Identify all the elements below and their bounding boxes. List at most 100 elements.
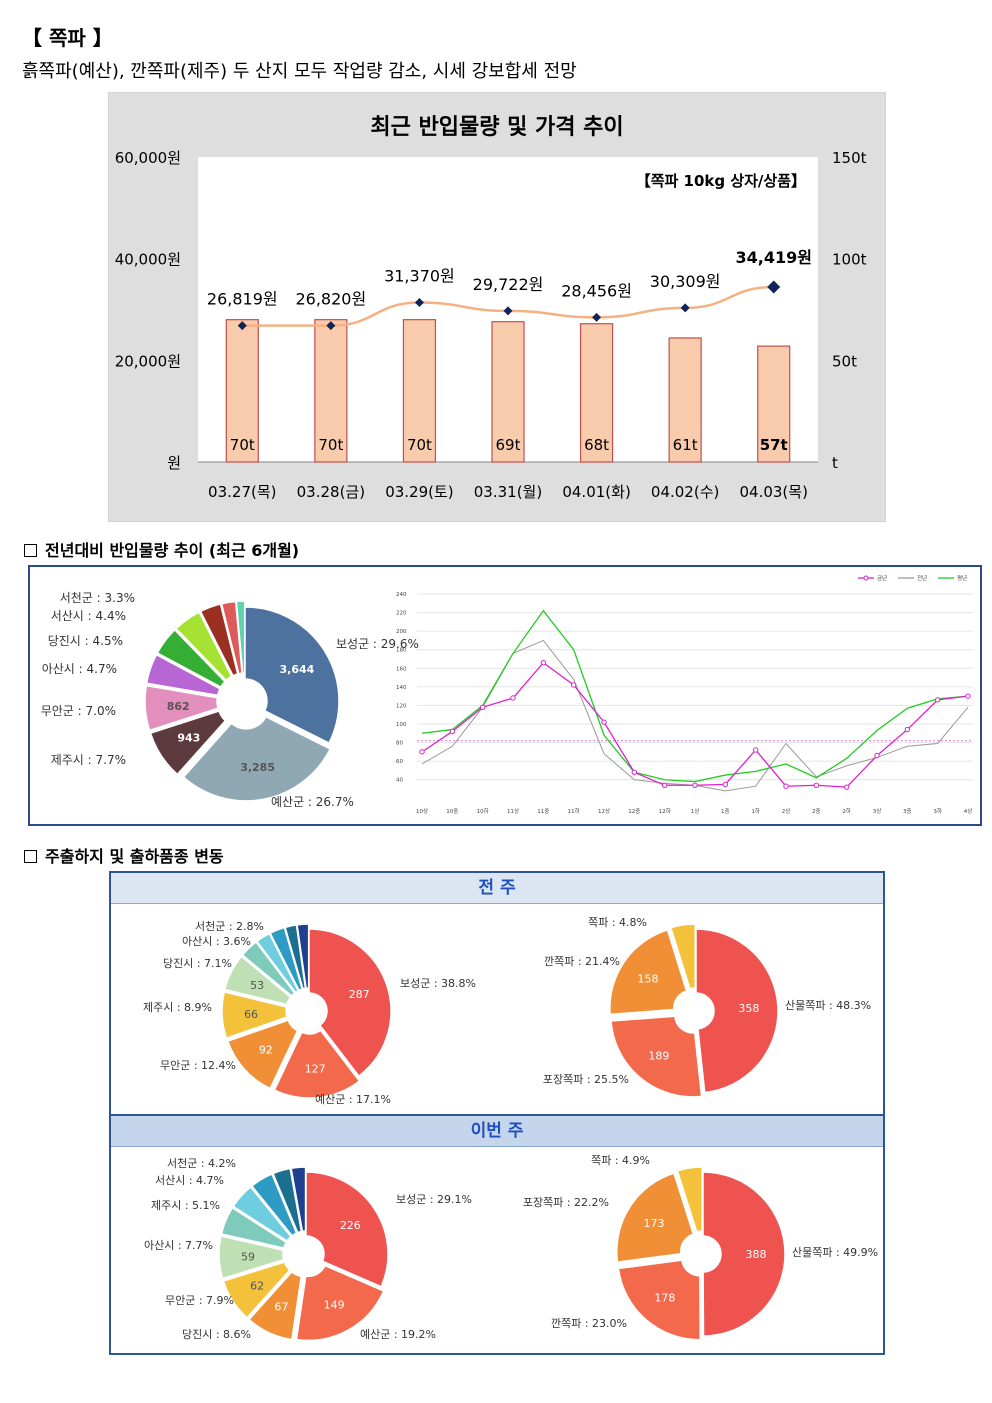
trend-panel-svg: 3,644 보성군 : 29.6% 3,285 예산군 : 26.7% 943 제주시 :…: [41, 574, 973, 815]
x-tick-label: 1중: [721, 808, 730, 815]
prev-origin-share-category-label: 무안군 : 12.4%: [160, 1059, 236, 1072]
y-tick-label: 240: [396, 592, 407, 598]
origin-share-slice: [244, 606, 340, 745]
this-origin-share-category-label: 서산시 : 4.7%: [155, 1174, 224, 1187]
this-origin-share-slice: [250, 1173, 298, 1237]
x-tick-label: 03.31(월): [474, 483, 542, 501]
origin-share-value-label: 3,285: [240, 761, 275, 774]
x-tick-label: 3하: [933, 807, 942, 815]
legend-marker: [863, 575, 869, 581]
left-tick-label: 원: [167, 454, 181, 472]
x-tick-label: 3상: [873, 807, 882, 815]
x-tick-label: 04.03(목): [739, 483, 807, 501]
origin-share-category-label: 서산시 : 4.4%: [51, 609, 126, 623]
left-tick-label: 60,000원: [115, 149, 181, 167]
x-tick-label: 1상: [691, 807, 700, 815]
series-point: [692, 782, 698, 788]
series-point: [479, 704, 486, 710]
x-tick-label: 03.27(목): [208, 483, 276, 501]
y-tick-label: 160: [396, 666, 407, 672]
this-origin-share-slice: [305, 1171, 389, 1288]
price-point-marker: [503, 306, 513, 316]
prev-origin-share-category-label: 아산시 : 3.6%: [182, 935, 251, 948]
series-line: [421, 661, 969, 788]
prev-origin-share-category-label: 예산군 : 17.1%: [315, 1093, 391, 1106]
series-point: [783, 783, 789, 789]
x-tick-label: 11상: [507, 807, 519, 815]
prev-variety-share-category-label: 깐쪽파 : 21.4%: [544, 955, 620, 968]
section-heading-trend: 전년대비 반입물량 추이 (최근 6개월): [24, 537, 299, 561]
y-tick-label: 200: [396, 629, 407, 635]
share-panel-svg: 287 보성군 : 38.8% 127 예산군 : 17.1% 92 무안군 : 12.4…: [143, 916, 878, 1342]
volume-bar: [668, 337, 702, 463]
price-point-marker: [680, 303, 690, 313]
x-tick-label: 03.28(금): [297, 483, 365, 501]
x-tick-label: 3중: [903, 808, 912, 815]
this-origin-share-category-label: 무안군 : 7.9%: [165, 1294, 234, 1307]
series-point: [752, 747, 759, 753]
price-label: 34,419원: [735, 248, 811, 267]
price-label: 30,309원: [650, 272, 721, 291]
trend-panel: 3,644 보성군 : 29.6% 3,285 예산군 : 26.7% 943 제주시 :…: [28, 565, 982, 826]
this-origin-share-category-label: 서천군 : 4.2%: [167, 1156, 236, 1170]
prev-variety-share-value-label: 189: [648, 1050, 669, 1063]
origin-share-category-label: 예산군 : 26.7%: [271, 795, 354, 809]
prev-origin-share-value-label: 53: [250, 979, 264, 992]
series-point: [874, 752, 880, 759]
page-subtitle: 흙쪽파(예산), 깐쪽파(제주) 두 산지 모두 작업량 감소, 시세 강보합세…: [22, 61, 577, 82]
this-variety-share-value-label: 178: [654, 1292, 675, 1305]
price-point-marker: [414, 298, 424, 308]
series-line: [421, 609, 969, 783]
x-tick-label: 03.29(토): [385, 483, 453, 501]
chart-title: 최근 반입물량 및 가격 추이: [370, 115, 623, 140]
this-variety-share-category-label: 포장쪽파 : 22.2%: [523, 1196, 609, 1209]
origin-share-slice: [182, 715, 332, 802]
x-tick-label: 12하: [659, 807, 671, 815]
series-point: [449, 728, 456, 735]
x-tick-label: 10상: [416, 807, 428, 815]
price-point-marker: [237, 321, 247, 331]
origin-share-category-label: 당진시 : 4.5%: [48, 634, 123, 648]
prev-origin-share-value-label: 92: [259, 1044, 273, 1057]
this-origin-share-value-label: 149: [324, 1299, 345, 1312]
volume-bar: [402, 319, 437, 463]
this-variety-share-value-label: 173: [644, 1217, 665, 1230]
prev-origin-share-value-label: 66: [244, 1008, 258, 1021]
prev-origin-share-slice: [226, 1019, 299, 1090]
this-origin-share-value-label: 59: [241, 1250, 255, 1263]
x-tick-label: 10중: [446, 808, 458, 815]
prev-origin-share-slice: [296, 923, 310, 990]
this-origin-share-slice: [218, 1235, 285, 1280]
this-origin-share-slice: [295, 1264, 385, 1342]
volume-label: 69t: [496, 436, 521, 454]
volume-bar: [225, 319, 259, 463]
volume-bar: [314, 319, 348, 463]
prev-variety-share-slice: [609, 928, 688, 1016]
x-tick-label: 04.02(수): [651, 483, 719, 501]
left-tick-label: 20,000원: [115, 352, 181, 370]
left-tick-label: 40,000원: [115, 251, 181, 269]
series-point: [510, 695, 516, 701]
prev-variety-share-value-label: 358: [738, 1002, 759, 1015]
prev-variety-share-slice: [695, 928, 779, 1094]
this-origin-share-category-label: 보성군 : 29.1%: [396, 1193, 472, 1206]
volume-label: 70t: [318, 436, 343, 454]
volume-bar: [579, 323, 614, 463]
prev-variety-share-category-label: 포장쪽파 : 25.5%: [543, 1073, 629, 1086]
price-label: 31,370원: [384, 267, 455, 286]
right-tick-label: 50t: [832, 352, 857, 370]
origin-share-slice: [199, 603, 239, 677]
prev-origin-share-value-label: 287: [349, 988, 370, 1001]
x-tick-label: 2하: [842, 807, 851, 815]
this-origin-share-category-label: 당진시 : 8.6%: [182, 1328, 251, 1341]
series-point: [661, 782, 668, 788]
x-tick-label: 04.01(화): [562, 483, 630, 501]
prev-origin-share-slice: [223, 955, 292, 1006]
volume-label: 57t: [760, 436, 788, 454]
y-tick-label: 60: [396, 759, 403, 765]
share-panel: 전 주 이번 주 287 보성군 : 38.8% 127 예산군 : 17.1% 92 무…: [109, 871, 885, 1355]
series-point: [631, 769, 638, 775]
x-tick-label: 11하: [568, 807, 580, 815]
series-point: [934, 697, 941, 703]
origin-share-slice: [144, 684, 220, 732]
